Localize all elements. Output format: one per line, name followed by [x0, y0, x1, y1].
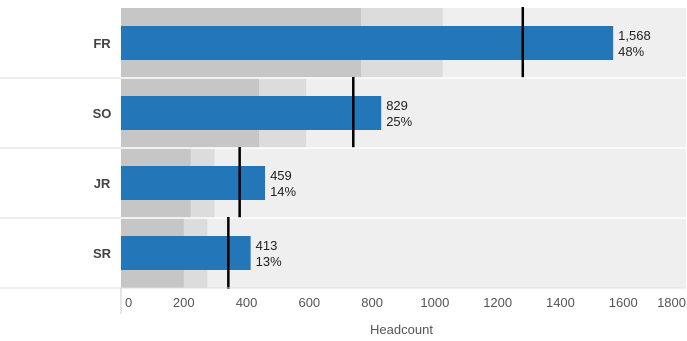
- x-tick-label: 1200: [483, 295, 512, 310]
- value-label-so: 829: [386, 98, 408, 113]
- value-label-fr: 1,568: [618, 28, 651, 43]
- category-label-sr: SR: [93, 246, 112, 261]
- bar-sr: [121, 236, 251, 270]
- x-tick-label: 1600: [609, 295, 638, 310]
- x-tick-label: 0: [125, 295, 132, 310]
- category-label-jr: JR: [94, 176, 111, 191]
- x-tick-label: 1000: [420, 295, 449, 310]
- value-label-jr: 459: [270, 168, 292, 183]
- percent-label-fr: 48%: [618, 44, 644, 59]
- x-axis-title: Headcount: [370, 322, 433, 337]
- x-axis: 0 200 400 600 800 1000 1200 1400 1600 1800: [0, 287, 686, 314]
- percent-label-so: 25%: [386, 114, 412, 129]
- x-tick-label: 400: [236, 295, 258, 310]
- x-tick-label: 600: [298, 295, 320, 310]
- value-label-sr: 413: [256, 238, 278, 253]
- bar-so: [121, 96, 382, 130]
- x-tick-label: 1400: [546, 295, 575, 310]
- category-label-fr: FR: [93, 36, 111, 51]
- x-tick-label: 800: [361, 295, 383, 310]
- percent-label-sr: 13%: [256, 254, 282, 269]
- x-tick-label: 200: [173, 295, 195, 310]
- bar-jr: [121, 166, 266, 200]
- category-label-so: SO: [93, 106, 112, 121]
- bar-fr: [121, 26, 614, 60]
- percent-label-jr: 14%: [270, 184, 296, 199]
- x-tick-label: 1800: [657, 295, 686, 310]
